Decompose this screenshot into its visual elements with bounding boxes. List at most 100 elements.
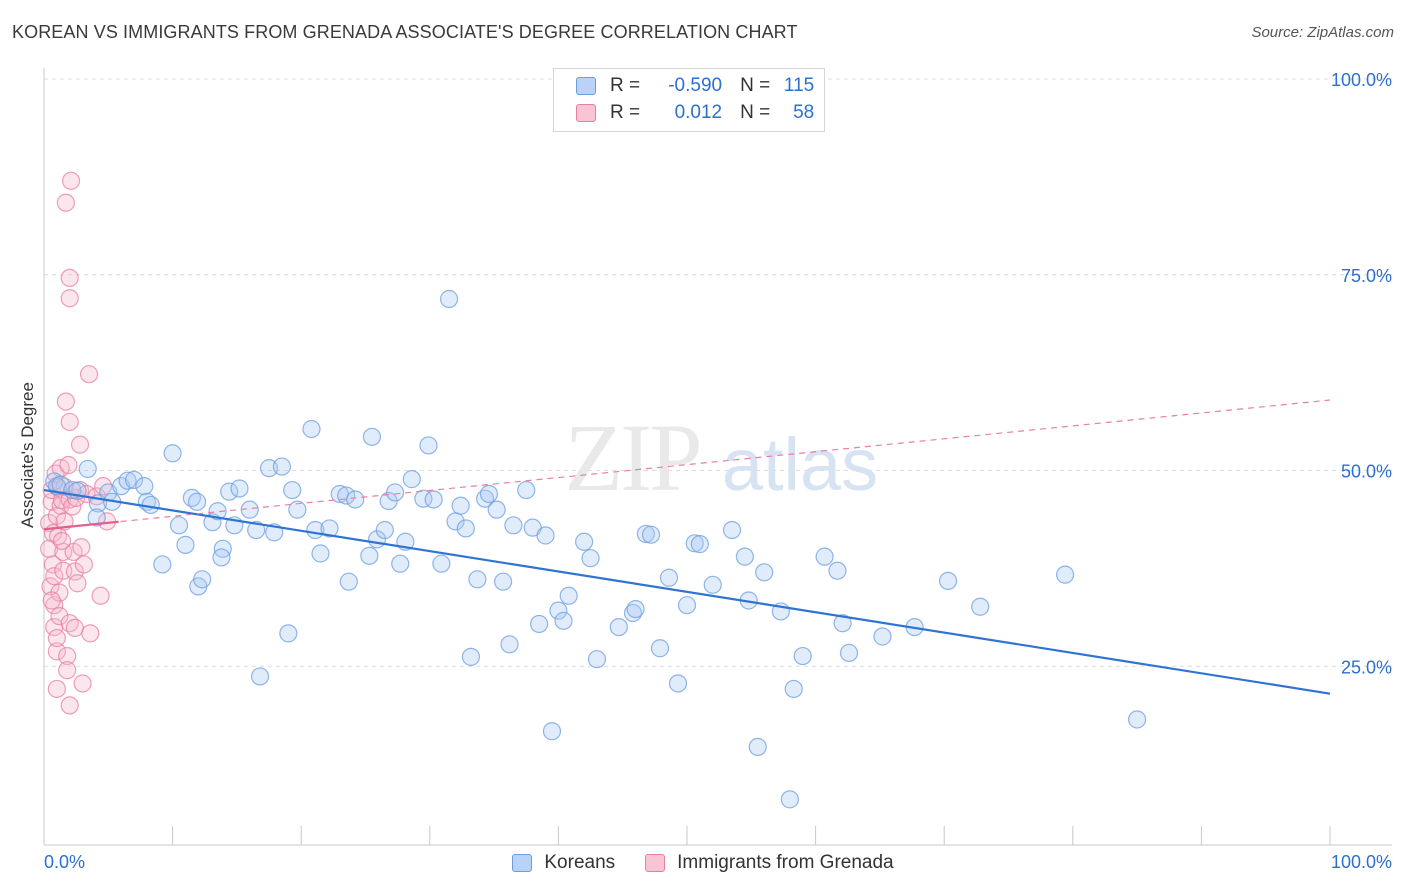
data-point [74, 555, 93, 574]
watermark-zip: ZIP [565, 404, 700, 511]
data-point [748, 737, 767, 756]
data-point [47, 628, 66, 648]
legend-label-grenada: Immigrants from Grenada [677, 852, 894, 873]
data-point [163, 444, 182, 463]
data-point [302, 419, 321, 439]
watermark: ZIP atlas [565, 404, 879, 511]
data-point [536, 526, 555, 545]
trend-line-koreans [43, 488, 1331, 695]
data-point [52, 531, 72, 551]
data-point [414, 489, 433, 508]
data-point [609, 617, 628, 637]
data-point [72, 538, 91, 557]
data-point [456, 519, 475, 538]
data-point [320, 519, 339, 538]
data-point [124, 470, 144, 489]
legend-item-grenada[interactable]: Immigrants from Grenada [645, 852, 894, 874]
data-point [530, 614, 549, 634]
legend-r-label: R = [610, 75, 641, 96]
data-point [311, 544, 330, 563]
legend-swatch-blue [512, 854, 533, 872]
data-point [784, 679, 803, 699]
y-tick-label: 50.0% [1341, 462, 1392, 482]
data-point [118, 471, 137, 490]
data-point [636, 524, 655, 544]
data-point [559, 586, 578, 605]
y-tick-label: 25.0% [1341, 657, 1392, 677]
data-point [735, 547, 754, 566]
data-point [1127, 710, 1147, 729]
legend-swatch-blue [576, 77, 596, 95]
data-point [65, 562, 84, 581]
data-point [575, 532, 594, 551]
data-point [47, 679, 66, 699]
data-point [50, 607, 69, 626]
data-point [677, 596, 697, 615]
data-point [375, 520, 394, 540]
data-point [703, 575, 722, 594]
data-point [339, 572, 358, 591]
data-point [581, 549, 600, 568]
data-point [659, 568, 679, 587]
y-axis-label: Associate's Degree [18, 382, 37, 528]
watermark-atlas: atlas [722, 423, 878, 506]
grid-lines [44, 78, 1392, 667]
legend-n-label: N = [740, 75, 771, 96]
data-point [1055, 565, 1075, 584]
data-point [56, 392, 75, 411]
data-point [815, 547, 834, 566]
data-point [504, 516, 523, 535]
y-tick-label: 100.0% [1331, 70, 1392, 90]
legend-r-value: 0.012 [674, 102, 723, 123]
data-point [833, 614, 852, 633]
data-point [45, 567, 64, 586]
data-point [65, 618, 84, 637]
data-point [59, 455, 78, 475]
data-point [212, 548, 231, 567]
data-point [56, 193, 75, 212]
data-point [690, 535, 709, 554]
data-point [283, 480, 302, 500]
data-point [839, 643, 859, 663]
data-point [78, 459, 97, 479]
legend-row-koreans: R = -0.590 N = 115 [576, 73, 814, 99]
data-point [755, 563, 774, 582]
data-point [494, 572, 513, 591]
data-point [641, 525, 661, 544]
data-point [169, 516, 189, 535]
data-point [479, 484, 499, 504]
legend-swatch-pink [576, 104, 596, 122]
stats-legend: R = -0.590 N = 115 R = 0.012 N = 58 [553, 68, 825, 132]
x-tick-label-max: 100.0% [1330, 852, 1392, 872]
data-point [587, 650, 607, 669]
data-point [41, 577, 60, 596]
data-point [176, 535, 195, 554]
legend-n-value: 58 [793, 102, 815, 123]
data-point [542, 722, 562, 741]
data-point [208, 502, 227, 521]
data-point [432, 554, 451, 573]
data-point [73, 674, 92, 693]
data-point [554, 611, 573, 630]
data-point [272, 457, 292, 476]
data-point [391, 554, 410, 573]
legend-row-grenada: R = 0.012 N = 58 [576, 100, 814, 126]
data-point [722, 520, 742, 540]
legend-item-koreans[interactable]: Koreans [512, 852, 615, 874]
data-point [247, 520, 266, 540]
source-label: Source: ZipAtlas.com [1251, 24, 1394, 41]
data-point [971, 597, 990, 616]
data-point [87, 508, 106, 527]
data-point [68, 574, 87, 593]
x-tick-label-min: 0.0% [44, 852, 86, 872]
data-point [419, 436, 438, 455]
data-point [873, 627, 892, 646]
data-point [402, 470, 421, 489]
data-point [468, 570, 487, 589]
legend-r-label: R = [610, 102, 641, 123]
data-point [487, 500, 506, 519]
data-point [230, 479, 249, 498]
series-grenada-points [40, 171, 117, 715]
chart-title: KOREAN VS IMMIGRANTS FROM GRENADA ASSOCI… [12, 22, 798, 42]
